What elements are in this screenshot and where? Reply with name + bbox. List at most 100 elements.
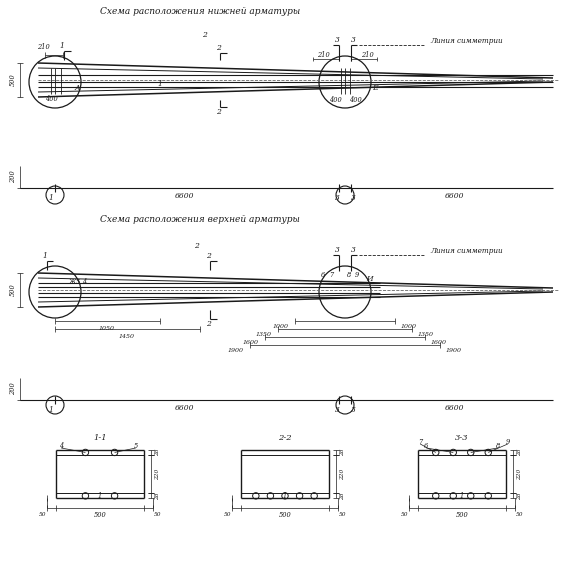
Text: 50: 50 bbox=[516, 512, 523, 517]
Text: 3: 3 bbox=[335, 36, 339, 44]
Text: 28: 28 bbox=[518, 448, 522, 456]
Text: 3: 3 bbox=[351, 36, 355, 44]
Text: 4: 4 bbox=[82, 278, 86, 286]
Text: 6: 6 bbox=[321, 271, 325, 279]
Text: 1350: 1350 bbox=[256, 332, 272, 338]
Text: 5: 5 bbox=[133, 442, 138, 450]
Text: 1900: 1900 bbox=[446, 348, 462, 354]
Text: 28: 28 bbox=[155, 448, 160, 456]
Text: 28: 28 bbox=[340, 492, 345, 500]
Text: 210: 210 bbox=[317, 51, 329, 59]
Text: 500: 500 bbox=[9, 283, 17, 296]
Text: Е: Е bbox=[372, 84, 378, 92]
Text: 500: 500 bbox=[94, 511, 106, 519]
Text: 210: 210 bbox=[37, 43, 49, 51]
Text: 1450: 1450 bbox=[119, 334, 135, 339]
Text: 2: 2 bbox=[206, 252, 210, 260]
Text: 1000: 1000 bbox=[401, 324, 417, 329]
Text: 500: 500 bbox=[9, 74, 17, 86]
Text: 1: 1 bbox=[43, 252, 47, 260]
Text: 400: 400 bbox=[45, 95, 58, 103]
Text: 1350: 1350 bbox=[418, 332, 434, 338]
Text: 2: 2 bbox=[206, 320, 210, 328]
Text: 6600: 6600 bbox=[445, 192, 465, 200]
Text: 2: 2 bbox=[216, 44, 220, 52]
Circle shape bbox=[112, 449, 118, 455]
Circle shape bbox=[82, 449, 89, 455]
Circle shape bbox=[432, 449, 439, 455]
Circle shape bbox=[296, 493, 303, 499]
Text: 8: 8 bbox=[347, 271, 351, 279]
Text: 3: 3 bbox=[335, 246, 339, 254]
Text: 1900: 1900 bbox=[228, 348, 244, 354]
Text: 8: 8 bbox=[496, 442, 500, 450]
Text: 2-2: 2-2 bbox=[278, 434, 292, 442]
Text: 7: 7 bbox=[329, 271, 333, 279]
Text: 6600: 6600 bbox=[445, 404, 465, 412]
Text: Линия симметрии: Линия симметрии bbox=[430, 247, 503, 255]
Circle shape bbox=[450, 449, 457, 455]
Text: Схема расположения нижней арматуры: Схема расположения нижней арматуры bbox=[100, 7, 300, 17]
Text: 2: 2 bbox=[202, 31, 206, 39]
Text: 50: 50 bbox=[339, 512, 347, 517]
Text: 6600: 6600 bbox=[175, 404, 195, 412]
Text: 3: 3 bbox=[351, 194, 355, 202]
Text: 1: 1 bbox=[48, 194, 53, 202]
Text: 400: 400 bbox=[348, 96, 361, 104]
Text: 1600: 1600 bbox=[431, 340, 447, 346]
Text: 3: 3 bbox=[335, 406, 339, 414]
Text: 1: 1 bbox=[98, 492, 102, 500]
Text: 200: 200 bbox=[9, 171, 17, 183]
Text: 7: 7 bbox=[418, 438, 423, 446]
Text: 1050: 1050 bbox=[99, 325, 115, 331]
Text: 1: 1 bbox=[283, 492, 287, 500]
Text: 2: 2 bbox=[194, 242, 198, 250]
Text: 1600: 1600 bbox=[243, 340, 259, 346]
Text: 3: 3 bbox=[351, 246, 355, 254]
Text: Линия симметрии: Линия симметрии bbox=[430, 37, 503, 45]
Circle shape bbox=[112, 493, 118, 499]
Text: 4: 4 bbox=[59, 442, 63, 450]
Text: И: И bbox=[366, 275, 373, 283]
Text: 9: 9 bbox=[355, 271, 359, 279]
Text: 6600: 6600 bbox=[175, 192, 195, 200]
Text: 1: 1 bbox=[60, 42, 64, 50]
Circle shape bbox=[267, 493, 274, 499]
Text: А: А bbox=[74, 84, 80, 92]
Circle shape bbox=[282, 493, 288, 499]
Text: 9: 9 bbox=[505, 438, 510, 446]
Circle shape bbox=[311, 493, 317, 499]
Text: 50: 50 bbox=[224, 512, 231, 517]
Text: Схема расположения верхней арматуры: Схема расположения верхней арматуры bbox=[100, 216, 300, 224]
Circle shape bbox=[82, 493, 89, 499]
Text: 1: 1 bbox=[48, 406, 53, 414]
Circle shape bbox=[450, 493, 457, 499]
Text: 3: 3 bbox=[335, 194, 339, 202]
Text: 2: 2 bbox=[216, 108, 220, 116]
Text: 28: 28 bbox=[340, 448, 345, 456]
Circle shape bbox=[485, 493, 492, 499]
Text: 500: 500 bbox=[455, 511, 469, 519]
Text: 1: 1 bbox=[158, 80, 163, 88]
Text: 400: 400 bbox=[329, 96, 342, 104]
Text: 220: 220 bbox=[155, 469, 160, 480]
Circle shape bbox=[467, 493, 474, 499]
Text: 220: 220 bbox=[340, 469, 345, 480]
Text: 1000: 1000 bbox=[273, 324, 289, 329]
Text: 50: 50 bbox=[39, 512, 46, 517]
Text: 210: 210 bbox=[361, 51, 373, 59]
Text: 28: 28 bbox=[518, 492, 522, 500]
Text: 200: 200 bbox=[9, 382, 17, 396]
Text: 3: 3 bbox=[351, 406, 355, 414]
Text: 500: 500 bbox=[279, 511, 292, 519]
Text: 6: 6 bbox=[424, 442, 428, 450]
Text: 3-3: 3-3 bbox=[455, 434, 469, 442]
Text: 1: 1 bbox=[460, 492, 464, 500]
Text: 50: 50 bbox=[401, 512, 408, 517]
Text: 28: 28 bbox=[155, 492, 160, 500]
Text: 220: 220 bbox=[518, 469, 522, 480]
Text: 50: 50 bbox=[154, 512, 162, 517]
Text: 1-1: 1-1 bbox=[93, 434, 107, 442]
Circle shape bbox=[485, 449, 492, 455]
Circle shape bbox=[252, 493, 259, 499]
